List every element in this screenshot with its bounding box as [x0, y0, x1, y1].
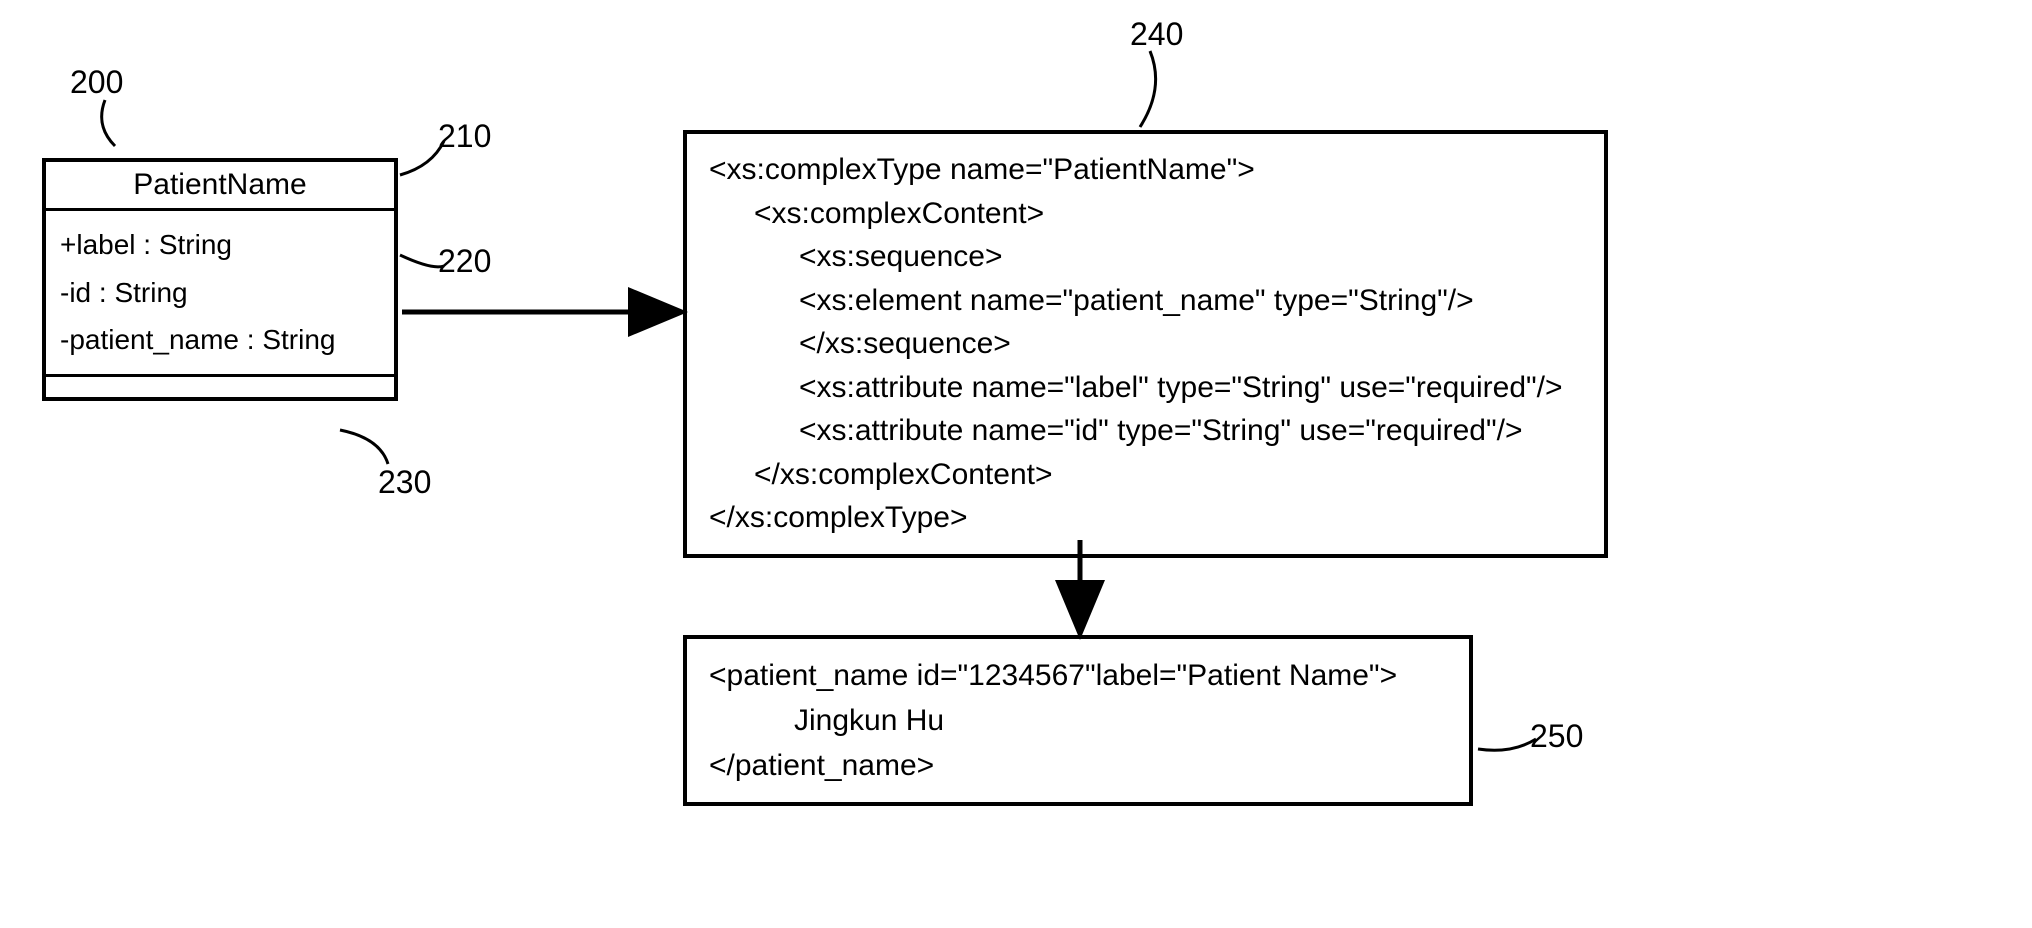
ref-label-210: 210: [438, 118, 491, 155]
xml-schema-box: <xs:complexType name="PatientName"> <xs:…: [683, 130, 1608, 558]
uml-attr-id: -id : String: [60, 269, 380, 317]
schema-line-6: <xs:attribute name="label" type="String"…: [709, 366, 1582, 410]
schema-line-2: <xs:complexContent>: [709, 192, 1582, 236]
leader-200: [102, 100, 115, 146]
leader-250: [1478, 739, 1536, 750]
uml-class-name: PatientName: [46, 162, 394, 211]
leader-230: [340, 430, 388, 464]
schema-line-1: <xs:complexType name="PatientName">: [709, 148, 1582, 192]
ref-label-240: 240: [1130, 16, 1183, 53]
uml-attr-patient-name: -patient_name : String: [60, 316, 380, 364]
instance-line-2: Jingkun Hu: [709, 698, 1447, 743]
uml-attr-label: +label : String: [60, 221, 380, 269]
schema-line-7: <xs:attribute name="id" type="String" us…: [709, 409, 1582, 453]
schema-line-9: </xs:complexType>: [709, 496, 1582, 540]
uml-attributes-section: +label : String -id : String -patient_na…: [46, 211, 394, 377]
schema-line-8: </xs:complexContent>: [709, 453, 1582, 497]
instance-line-1: <patient_name id="1234567"label="Patient…: [709, 653, 1447, 698]
ref-label-200: 200: [70, 64, 123, 101]
schema-line-4: <xs:element name="patient_name" type="St…: [709, 279, 1582, 323]
instance-line-3: </patient_name>: [709, 743, 1447, 788]
ref-label-220: 220: [438, 243, 491, 280]
uml-methods-section: [46, 377, 394, 397]
schema-line-5: </xs:sequence>: [709, 322, 1582, 366]
ref-label-230: 230: [378, 464, 431, 501]
schema-line-3: <xs:sequence>: [709, 235, 1582, 279]
ref-label-250: 250: [1530, 718, 1583, 755]
leader-240: [1140, 51, 1156, 127]
xml-instance-box: <patient_name id="1234567"label="Patient…: [683, 635, 1473, 806]
uml-class-box: PatientName +label : String -id : String…: [42, 158, 398, 401]
